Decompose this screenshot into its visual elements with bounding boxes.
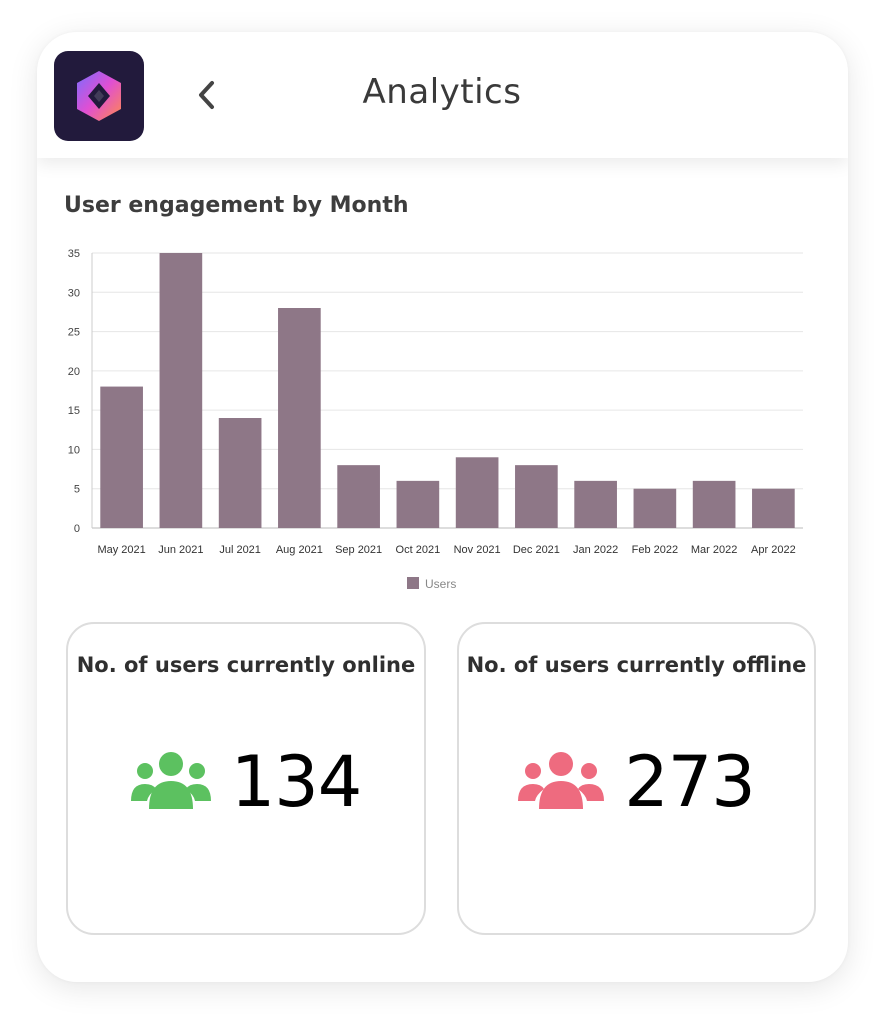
bar <box>633 488 677 528</box>
legend-label: Users <box>425 577 456 591</box>
back-button[interactable] <box>187 75 227 115</box>
app-logo[interactable] <box>54 51 144 141</box>
bar <box>218 418 262 528</box>
offline-users-label: No. of users currently offline <box>466 653 807 677</box>
online-users-card: No. of users currently online 134 <box>66 622 426 935</box>
x-tick-label: Sep 2021 <box>335 544 382 556</box>
x-tick-label: Jun 2021 <box>158 544 203 556</box>
x-tick-label: Apr 2022 <box>751 544 796 556</box>
y-tick-label: 35 <box>68 248 80 260</box>
bar <box>278 308 321 528</box>
y-tick-label: 5 <box>74 484 80 496</box>
bar <box>337 465 380 528</box>
bar <box>515 465 558 528</box>
bar-chart: 0 5 10 15 20 25 30 35 May 2021 Jun 2021 Jul 2021 Au… <box>68 248 803 591</box>
bar <box>396 480 440 528</box>
bar <box>455 457 499 528</box>
chart-title: User engagement by Month <box>64 193 409 218</box>
x-tick-label: Jan 2022 <box>573 544 618 556</box>
y-tick-label: 15 <box>68 405 80 417</box>
online-users-label: No. of users currently online <box>76 653 416 677</box>
offline-users-count: 273 <box>624 741 756 823</box>
users-group-icon <box>130 752 211 809</box>
app-header: Analytics <box>37 32 848 158</box>
chevron-left-icon <box>199 81 214 109</box>
x-tick-label: Jul 2021 <box>219 544 261 556</box>
y-tick-label: 10 <box>68 444 80 456</box>
bar <box>692 480 736 528</box>
y-tick-label: 0 <box>74 523 80 535</box>
offline-users-card: No. of users currently offline 273 <box>457 622 816 935</box>
analytics-card: Analytics User engagement by Month 0 5 10 1… <box>37 32 848 982</box>
online-users-count: 134 <box>230 741 363 823</box>
bar <box>100 386 143 528</box>
legend-swatch <box>407 577 419 589</box>
x-tick-label: Aug 2021 <box>276 544 323 556</box>
x-tick-label: Mar 2022 <box>691 544 737 556</box>
bar <box>574 480 617 528</box>
x-tick-label: Dec 2021 <box>513 544 560 556</box>
app-logo-icon <box>77 71 121 121</box>
page-title: Analytics <box>362 72 522 112</box>
users-group-icon <box>518 752 605 809</box>
x-tick-label: Nov 2021 <box>454 544 501 556</box>
bar <box>159 253 203 528</box>
bar <box>752 488 795 528</box>
x-tick-label: May 2021 <box>97 544 145 556</box>
y-tick-label: 25 <box>68 327 80 339</box>
x-tick-label: Oct 2021 <box>396 544 441 556</box>
y-tick-label: 30 <box>68 287 80 299</box>
y-tick-label: 20 <box>68 366 80 378</box>
x-tick-label: Feb 2022 <box>632 544 678 556</box>
